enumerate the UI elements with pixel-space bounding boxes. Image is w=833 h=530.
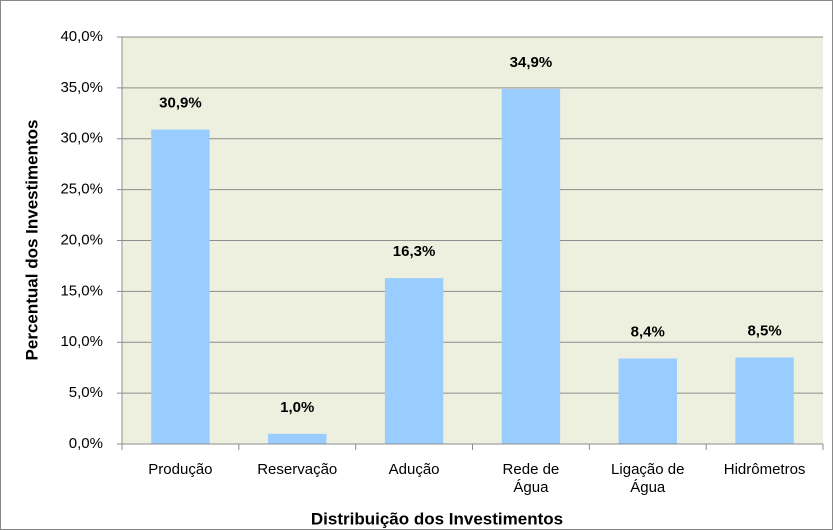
data-label: 16,3% <box>393 243 436 260</box>
y-axis-title: Percentual dos Investimentos <box>22 120 41 361</box>
data-label: 34,9% <box>510 54 553 71</box>
y-tick-label: 35,0% <box>60 79 103 96</box>
y-tick-label: 15,0% <box>60 282 103 299</box>
bar <box>618 358 677 444</box>
x-tick-label: Rede de Água <box>503 461 560 496</box>
data-label: 8,5% <box>747 322 781 339</box>
y-tick-label: 0,0% <box>69 435 103 452</box>
y-tick-label: 5,0% <box>69 384 103 401</box>
bar <box>384 278 444 444</box>
y-tick-label: 25,0% <box>60 181 103 198</box>
data-label: 8,4% <box>631 323 665 340</box>
bar <box>501 88 561 444</box>
y-tick-label: 30,0% <box>60 130 103 147</box>
x-tick-label: Adução <box>389 461 440 478</box>
data-label: 30,9% <box>159 95 202 112</box>
y-tick-label: 20,0% <box>60 231 103 248</box>
y-tick-label: 40,0% <box>60 28 103 45</box>
y-tick-label: 10,0% <box>60 333 103 350</box>
bar <box>151 129 210 444</box>
x-tick-label: Ligação de Água <box>611 461 684 496</box>
bar <box>735 357 794 444</box>
x-tick-label: Reservação <box>257 461 337 478</box>
x-tick-label: Produção <box>148 461 212 478</box>
x-tick-label: Hidrômetros <box>724 461 806 478</box>
data-label: 1,0% <box>280 399 314 416</box>
bar <box>268 433 327 444</box>
x-axis-title: Distribuição dos Investimentos <box>311 509 563 528</box>
